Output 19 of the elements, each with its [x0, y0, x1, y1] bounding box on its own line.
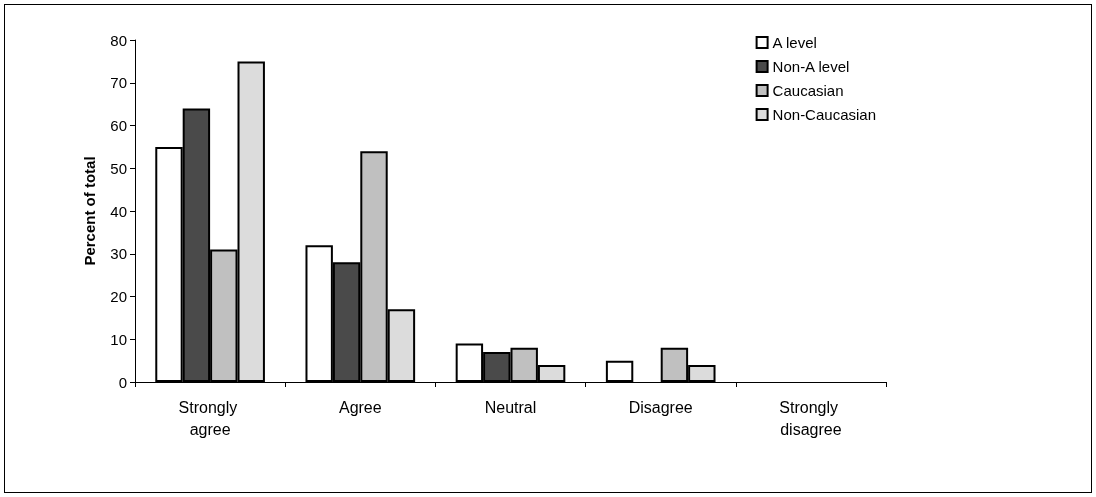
y-tick-label: 30: [110, 245, 127, 263]
x-tick-label: Agree: [338, 398, 382, 416]
x-tick-label: Disagree: [628, 398, 693, 416]
legend-label: Caucasian: [772, 82, 844, 99]
y-tick-label: 10: [110, 330, 127, 348]
y-tick-label: 50: [110, 159, 127, 177]
y-tick-label: 0: [118, 373, 127, 391]
x-tick-label: Strongly disagree: [779, 398, 843, 438]
y-tick-label: 40: [110, 202, 127, 220]
legend-label: Non-A level: [772, 58, 850, 75]
y-tick-label: 80: [110, 31, 127, 49]
x-tick-label: Neutral: [484, 398, 537, 416]
legend-label: Non-Caucasian: [772, 106, 876, 123]
y-tick-label: 60: [110, 117, 127, 134]
x-tick-label: Strongly agree: [178, 398, 242, 438]
y-tick-label: 70: [110, 74, 127, 92]
legend-label: A level: [772, 34, 817, 51]
y-axis-title: Percent of total: [81, 156, 98, 266]
y-tick-label: 20: [110, 288, 127, 305]
